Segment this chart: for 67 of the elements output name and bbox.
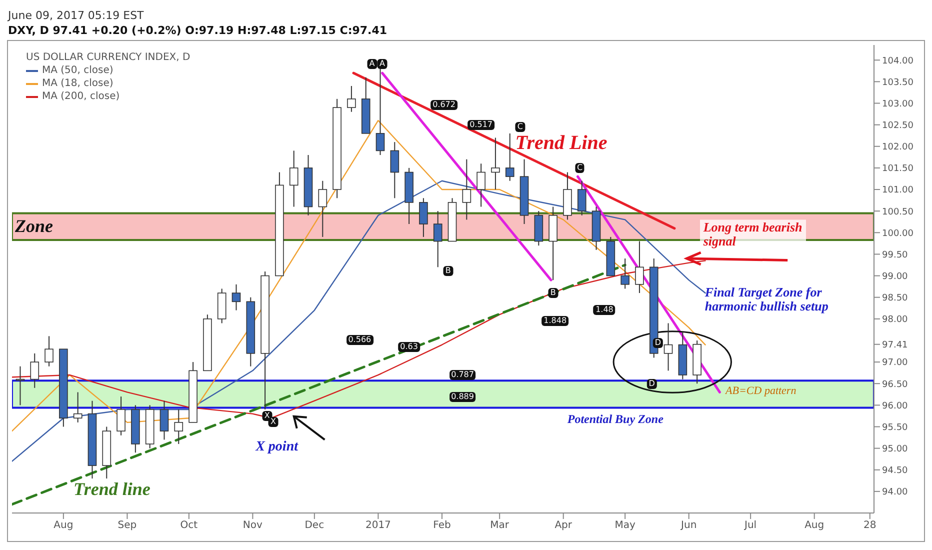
annotation: 0.517: [468, 120, 494, 130]
annotation: 0.566: [346, 335, 374, 346]
annotation: C: [515, 122, 525, 132]
band-label: Zone: [15, 216, 53, 237]
chart-title: DXY, D 97.41 +0.20 (+0.2%) O:97.19 H:97.48 L:97.15 C:97.41: [8, 23, 388, 39]
y-tick-label: 103.50: [882, 78, 914, 88]
band-label: Potential Buy Zone: [567, 412, 664, 427]
y-tick-label: 101.50: [882, 164, 914, 174]
annotation: B: [548, 288, 558, 298]
annotation: D: [646, 378, 657, 389]
x-tick-label: Apr: [554, 520, 573, 532]
y-tick-label: 102.50: [882, 120, 914, 131]
annotation: 0.63: [398, 342, 420, 352]
y-tick-label: 96.00: [882, 401, 908, 412]
annotation: X point: [256, 438, 300, 454]
y-tick-label: 99.00: [882, 272, 908, 282]
y-tick-label: 103.00: [882, 99, 914, 110]
x-tick-label: Nov: [242, 520, 263, 532]
y-tick-label: 99.50: [882, 250, 908, 260]
y-tick-label: 97.00: [882, 358, 908, 368]
x-tick-label: May: [614, 520, 636, 532]
y-tick-label: 102.00: [882, 142, 914, 153]
y-tick-label: 101.00: [882, 186, 914, 196]
y-tick-label: 95.50: [882, 422, 908, 433]
y-tick-label: 104.00: [882, 56, 914, 66]
legend-label: MA (50, close): [42, 64, 114, 77]
annotation: D: [652, 338, 664, 348]
annotation: A: [367, 59, 377, 70]
x-tick-label: 28: [864, 520, 876, 532]
annotation: B: [443, 266, 453, 276]
x-tick-label: Dec: [304, 520, 324, 532]
y-tick-label: 98.50: [882, 294, 908, 304]
y-tick-label: 95.00: [882, 444, 908, 454]
x-tick-label: Jun: [680, 520, 697, 532]
annotation: Trend line: [74, 478, 152, 500]
legend-title: US DOLLAR CURRENCY INDEX, D: [26, 51, 190, 64]
x-tick-label: Aug: [804, 520, 824, 532]
annotation: 1.48: [594, 305, 616, 316]
legend-label: MA (200, close): [42, 90, 120, 103]
annotation: C: [575, 162, 585, 173]
x-tick-label: 2017: [365, 520, 391, 532]
annotation: 1.848: [542, 316, 569, 326]
annotation: 0.672: [430, 100, 458, 110]
annotation: Trend Line: [515, 132, 608, 154]
annotation: Final Target Zone for harmonic bullish setup: [704, 284, 830, 314]
y-tick-label: 100.00: [882, 228, 914, 239]
legend-label: MA (18, close): [42, 77, 114, 90]
y-tick-label: 98.00: [882, 315, 908, 326]
annotation: 0.787: [449, 370, 476, 380]
chart-subtitle: June 09, 2017 05:19 EST: [8, 8, 145, 23]
x-tick-label: Mar: [490, 520, 510, 532]
annotation: A: [378, 59, 388, 70]
y-tick-label: 100.50: [882, 207, 914, 218]
y-tick-label: 97.41: [882, 340, 908, 351]
annotation: AB=CD pattern: [726, 384, 798, 397]
y-tick-label: 94.50: [882, 466, 908, 476]
annotation: 0.889: [449, 392, 476, 402]
annotation: X: [268, 417, 278, 428]
x-tick-label: Jul: [744, 520, 757, 532]
x-tick-label: Oct: [180, 520, 198, 532]
y-tick-label: 94.00: [882, 488, 908, 498]
y-tick-label: 96.50: [882, 380, 908, 390]
annotation: Long term bearish signal: [700, 219, 806, 250]
x-tick-label: Sep: [118, 520, 137, 532]
x-tick-label: Feb: [433, 520, 451, 532]
annotation: X: [262, 410, 272, 421]
x-tick-label: Aug: [54, 520, 74, 532]
